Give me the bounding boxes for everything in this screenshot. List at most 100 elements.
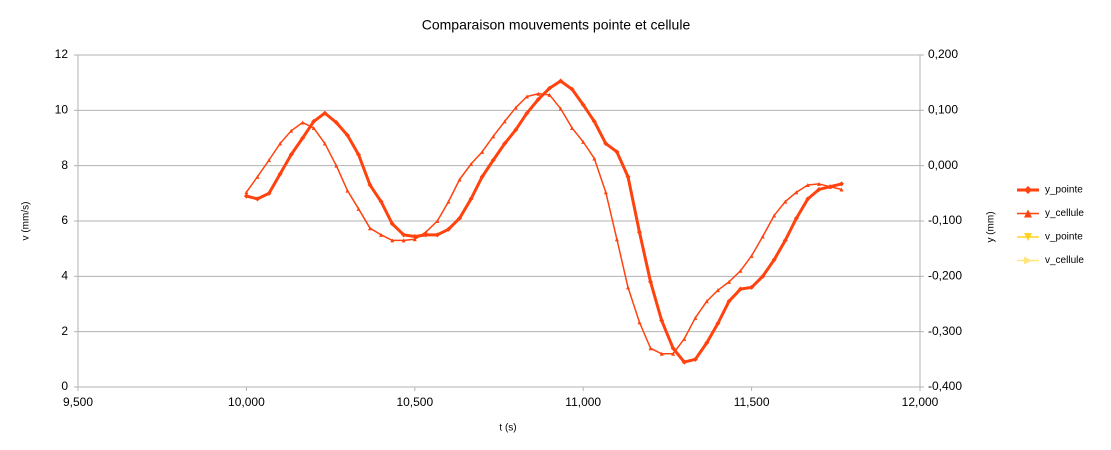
data-point <box>389 221 395 227</box>
x-tick-label: 11,000 <box>565 395 601 409</box>
data-point <box>513 105 518 110</box>
legend-label: y_cellule <box>1045 208 1084 219</box>
y2-tick-label: -0,400 <box>928 379 962 393</box>
data-point <box>502 119 507 124</box>
data-point <box>558 106 563 111</box>
data-point <box>434 232 440 238</box>
data-point <box>535 96 541 102</box>
data-point <box>244 190 249 195</box>
x-axis-label: t (s) <box>499 423 516 434</box>
data-point <box>457 177 462 182</box>
data-point <box>311 126 316 131</box>
y2-axis-label: y (mm) <box>986 211 997 242</box>
data-point <box>816 186 822 192</box>
data-point <box>614 149 620 155</box>
data-point <box>412 237 417 242</box>
data-point <box>490 157 496 163</box>
y-axis-label: v (mm/s) <box>21 202 32 241</box>
data-point <box>266 190 272 196</box>
x-tick-label: 12,000 <box>902 395 939 409</box>
data-point <box>356 206 361 211</box>
data-point <box>311 118 317 124</box>
y2-tick-label: 0,100 <box>928 103 958 117</box>
y-tick-label: 4 <box>61 269 68 283</box>
data-point <box>524 110 530 116</box>
data-point <box>648 346 653 351</box>
data-point <box>671 351 676 356</box>
y-tick-label: 12 <box>55 47 69 61</box>
data-point <box>636 229 642 235</box>
data-point <box>288 152 294 158</box>
data-point <box>648 279 654 285</box>
y2-tick-label: -0,200 <box>928 269 962 283</box>
x-tick-label: 11,500 <box>734 395 770 409</box>
data-point <box>569 86 575 92</box>
x-tick-label: 10,000 <box>228 395 265 409</box>
data-point <box>760 273 766 279</box>
legend-label: v_pointe <box>1045 232 1083 243</box>
data-point <box>300 120 305 125</box>
data-point <box>278 141 283 146</box>
y-tick-label: 10 <box>55 103 69 117</box>
data-point <box>266 158 271 163</box>
data-point <box>322 141 327 146</box>
data-point <box>469 162 474 167</box>
data-point <box>749 253 754 258</box>
data-point <box>379 232 384 237</box>
data-point <box>435 219 440 223</box>
data-point <box>445 226 451 232</box>
data-point <box>368 226 373 231</box>
data-point <box>637 320 642 325</box>
data-point <box>468 196 474 202</box>
data-point <box>839 187 844 192</box>
y2-tick-label: 0,200 <box>928 47 958 61</box>
x-tick-label: 10,500 <box>396 395 433 409</box>
data-point <box>737 286 743 292</box>
data-point <box>625 174 631 180</box>
data-point <box>367 182 373 188</box>
data-point <box>401 238 406 243</box>
legend-marker <box>1024 256 1032 265</box>
data-point <box>446 199 451 204</box>
data-point <box>794 190 799 195</box>
data-point <box>480 149 485 154</box>
data-point <box>738 268 743 273</box>
data-point <box>749 284 755 290</box>
data-point <box>603 190 608 195</box>
data-point <box>243 193 249 199</box>
data-point <box>782 237 788 243</box>
data-point <box>547 85 553 91</box>
data-point <box>715 288 720 293</box>
data-point <box>524 94 529 99</box>
legend-marker <box>1024 233 1032 241</box>
data-point <box>828 184 833 189</box>
data-point <box>805 196 811 202</box>
data-point <box>783 199 788 204</box>
data-point <box>760 234 765 239</box>
x-tick-label: 9,500 <box>63 395 93 409</box>
data-point <box>659 351 664 356</box>
chart-title: Comparaison mouvements pointe et cellule <box>422 17 691 33</box>
data-point <box>625 285 630 290</box>
data-point <box>345 188 350 193</box>
y-tick-label: 2 <box>61 324 68 338</box>
data-point <box>581 139 586 144</box>
plot-frame <box>77 54 921 388</box>
data-point <box>592 156 597 161</box>
data-point <box>401 232 407 238</box>
data-point <box>322 110 328 116</box>
data-point <box>423 230 428 235</box>
data-point <box>255 174 260 179</box>
data-point <box>570 126 575 131</box>
data-point <box>344 132 350 138</box>
y2-tick-label: -0,300 <box>928 324 962 338</box>
data-point <box>704 340 710 346</box>
data-point <box>659 318 665 324</box>
data-point <box>536 91 541 96</box>
data-point <box>670 345 676 351</box>
data-point <box>681 359 687 365</box>
data-point <box>378 199 384 205</box>
data-point <box>513 127 519 133</box>
data-point <box>457 215 463 221</box>
y2-tick-label: 0,000 <box>928 158 958 172</box>
